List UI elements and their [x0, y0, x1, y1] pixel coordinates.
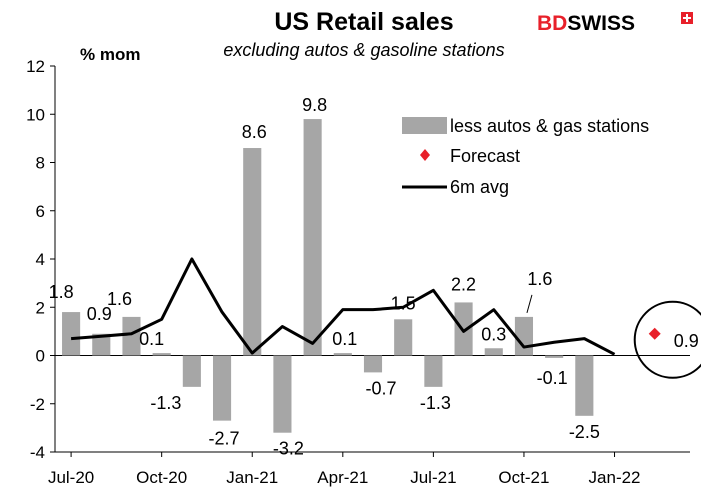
- legend-diamond-icon: [420, 149, 430, 161]
- data-label-Mar-21: 9.8: [302, 95, 327, 115]
- data-label-May-21: -0.7: [365, 378, 396, 398]
- avg-line: [70, 257, 616, 356]
- x-tick-label: Oct-21: [498, 468, 549, 487]
- avg-line-series: [70, 257, 616, 356]
- bar-Jan-21: [243, 148, 262, 356]
- y-tick-label: 2: [36, 298, 45, 317]
- y-tick-label: 10: [26, 105, 45, 124]
- bar-Sep-20: [122, 316, 141, 356]
- x-tick-label: Jul-21: [410, 468, 456, 487]
- legend: less autos & gas stations Forecast 6m av…: [402, 116, 649, 197]
- bar-Mar-21: [303, 119, 322, 356]
- bar-May-21: [363, 355, 383, 373]
- data-label-Sep-21: 0.3: [481, 324, 506, 344]
- data-label-Aug-20: 0.9: [87, 304, 112, 324]
- y-tick-label: 12: [26, 57, 45, 76]
- x-tick-label: Apr-21: [317, 468, 368, 487]
- data-label-Aug-21: 2.2: [451, 274, 476, 294]
- bar-Feb-21: [273, 355, 292, 433]
- data-label-Dec-21: -2.5: [569, 422, 600, 442]
- chart-subtitle: excluding autos & gasoline stations: [223, 40, 504, 60]
- data-labels: 1.80.91.60.1-1.3-2.78.6-3.29.80.1-0.71.5…: [49, 95, 600, 459]
- data-label-Jun-21: 1.5: [391, 293, 416, 313]
- data-label-Nov-21: -0.1: [537, 368, 568, 388]
- swiss-cross-icon: [681, 12, 693, 24]
- data-label-Oct-20: 0.1: [139, 329, 164, 349]
- bar-Jul-20: [62, 312, 81, 356]
- bar-Dec-21: [575, 355, 594, 416]
- x-tick-label: Jan-21: [226, 468, 278, 487]
- chart-title: US Retail sales: [274, 8, 453, 36]
- y-tick-label: 8: [36, 154, 45, 173]
- x-tick-label: Oct-20: [136, 468, 187, 487]
- data-label-Jul-20: 1.8: [49, 282, 74, 302]
- brand-part1: BD: [537, 12, 567, 35]
- y-tick-label: 0: [36, 347, 45, 366]
- legend-bar-swatch: [402, 117, 447, 134]
- data-label-Feb-21: -3.2: [273, 439, 304, 459]
- bar-Aug-20: [92, 333, 111, 356]
- bar-Oct-20: [152, 353, 171, 356]
- data-label-Jan-21: 8.6: [242, 122, 267, 142]
- oct21-leader-line: [526, 294, 533, 314]
- bdswiss-logo: BDSWISS: [537, 12, 693, 35]
- bar-Sep-21: [484, 348, 503, 356]
- forecast-diamond-icon: [648, 327, 661, 340]
- forecast-label: 0.9: [674, 331, 699, 351]
- bar-Dec-20: [212, 355, 232, 421]
- bar-Apr-21: [333, 353, 352, 356]
- bar-Jun-21: [394, 319, 413, 356]
- y-axis-unit-label: % mom: [80, 45, 140, 64]
- data-label-Dec-20: -2.7: [209, 429, 240, 449]
- forecast-series: 0.9: [633, 300, 701, 379]
- svg-text:BDSWISS: BDSWISS: [537, 12, 635, 35]
- legend-label-bars: less autos & gas stations: [450, 116, 649, 136]
- y-tick-label: -2: [30, 395, 45, 414]
- y-tick-label: -4: [30, 443, 45, 462]
- y-tick-label: 6: [36, 202, 45, 221]
- x-tick-label: Jan-22: [589, 468, 641, 487]
- forecast-highlight-circle: [633, 300, 701, 379]
- bar-Jul-21: [424, 355, 443, 387]
- bar-Nov-20: [182, 355, 201, 387]
- bar-series: [62, 119, 594, 433]
- legend-label-avg: 6m avg: [450, 177, 509, 197]
- legend-label-forecast: Forecast: [450, 146, 520, 166]
- bar-Oct-21: [514, 316, 534, 356]
- y-tick-label: 4: [36, 250, 45, 269]
- bar-Nov-21: [545, 355, 564, 358]
- x-tick-label: Jul-20: [48, 468, 94, 487]
- data-label-Nov-20: -1.3: [150, 393, 181, 413]
- data-label-Sep-20: 1.6: [107, 289, 132, 309]
- data-label-Jul-21: -1.3: [420, 393, 451, 413]
- brand-part2: SWISS: [567, 12, 635, 35]
- data-label-Apr-21: 0.1: [332, 329, 357, 349]
- data-label-Oct-21: 1.6: [527, 269, 552, 289]
